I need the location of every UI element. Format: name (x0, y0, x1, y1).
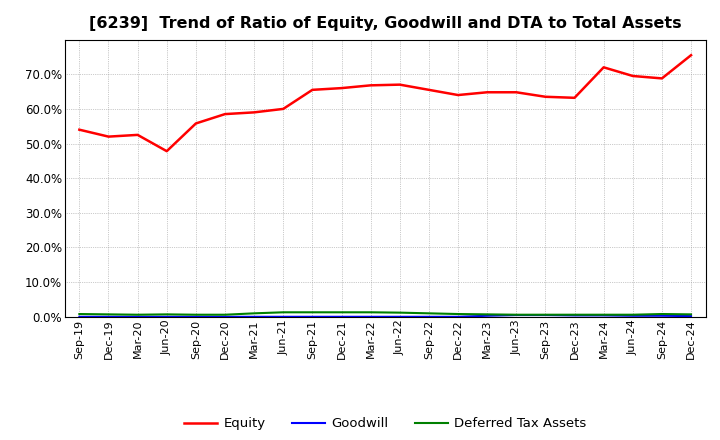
Equity (163, 149, 171, 154)
Equity (454, 92, 462, 98)
Goodwill (687, 313, 696, 319)
Deferred Tax Assets (657, 312, 666, 317)
Equity (75, 127, 84, 132)
Deferred Tax Assets (483, 312, 492, 317)
Deferred Tax Assets (192, 312, 200, 317)
Equity (541, 94, 550, 99)
Deferred Tax Assets (133, 312, 142, 317)
Goodwill (395, 314, 404, 319)
Deferred Tax Assets (687, 312, 696, 317)
Deferred Tax Assets (104, 312, 113, 317)
Goodwill (192, 314, 200, 319)
Goodwill (599, 313, 608, 318)
Deferred Tax Assets (250, 311, 258, 316)
Goodwill (104, 314, 113, 319)
Equity (192, 121, 200, 126)
Equity (512, 90, 521, 95)
Equity (395, 82, 404, 87)
Goodwill (337, 314, 346, 319)
Equity (570, 95, 579, 100)
Deferred Tax Assets (425, 311, 433, 316)
Equity (629, 73, 637, 79)
Line: Goodwill: Goodwill (79, 315, 691, 317)
Title: [6239]  Trend of Ratio of Equity, Goodwill and DTA to Total Assets: [6239] Trend of Ratio of Equity, Goodwil… (89, 16, 682, 32)
Deferred Tax Assets (395, 310, 404, 315)
Goodwill (629, 313, 637, 319)
Deferred Tax Assets (337, 310, 346, 315)
Deferred Tax Assets (163, 312, 171, 317)
Equity (599, 65, 608, 70)
Deferred Tax Assets (541, 312, 550, 317)
Equity (657, 76, 666, 81)
Equity (250, 110, 258, 115)
Equity (279, 106, 287, 111)
Goodwill (75, 314, 84, 319)
Goodwill (366, 314, 375, 319)
Goodwill (279, 314, 287, 319)
Goodwill (425, 314, 433, 319)
Equity (104, 134, 113, 139)
Goodwill (163, 314, 171, 319)
Goodwill (657, 313, 666, 319)
Deferred Tax Assets (75, 312, 84, 317)
Equity (220, 111, 229, 117)
Equity (133, 132, 142, 138)
Goodwill (308, 314, 317, 319)
Deferred Tax Assets (512, 312, 521, 317)
Equity (687, 52, 696, 58)
Goodwill (220, 314, 229, 319)
Line: Deferred Tax Assets: Deferred Tax Assets (79, 312, 691, 315)
Deferred Tax Assets (454, 312, 462, 317)
Deferred Tax Assets (308, 310, 317, 315)
Equity (483, 90, 492, 95)
Deferred Tax Assets (629, 312, 637, 317)
Goodwill (133, 314, 142, 319)
Deferred Tax Assets (570, 312, 579, 317)
Goodwill (512, 312, 521, 318)
Goodwill (454, 314, 462, 319)
Equity (425, 87, 433, 92)
Goodwill (250, 314, 258, 319)
Legend: Equity, Goodwill, Deferred Tax Assets: Equity, Goodwill, Deferred Tax Assets (179, 412, 592, 436)
Deferred Tax Assets (279, 310, 287, 315)
Equity (308, 87, 317, 92)
Goodwill (483, 313, 492, 319)
Equity (337, 85, 346, 91)
Line: Equity: Equity (79, 55, 691, 151)
Goodwill (541, 312, 550, 318)
Equity (366, 83, 375, 88)
Deferred Tax Assets (220, 312, 229, 317)
Deferred Tax Assets (366, 310, 375, 315)
Goodwill (570, 313, 579, 318)
Deferred Tax Assets (599, 312, 608, 317)
